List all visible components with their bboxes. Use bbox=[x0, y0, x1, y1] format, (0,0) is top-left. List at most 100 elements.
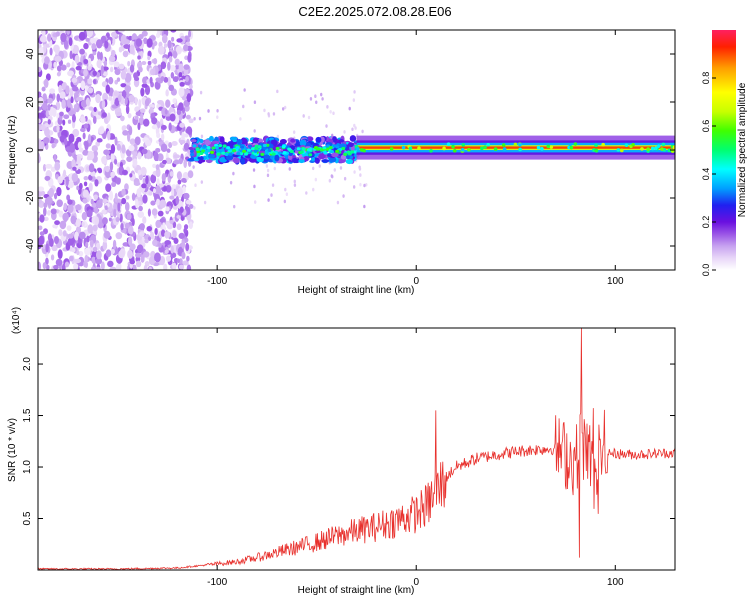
spectrogram-cell bbox=[253, 152, 258, 156]
spectrogram-cell bbox=[175, 45, 183, 55]
spectrogram-cell bbox=[353, 90, 356, 94]
y-tick-label: 0.5 bbox=[22, 511, 33, 525]
spectrogram-cell bbox=[86, 156, 92, 161]
spectrogram-cell bbox=[91, 43, 97, 50]
spectrogram-cell bbox=[160, 124, 167, 131]
spectrogram-cell bbox=[156, 121, 161, 129]
spectrogram-cell bbox=[181, 131, 185, 140]
spectrogram-cell bbox=[569, 145, 574, 150]
spectrogram-cell bbox=[159, 199, 167, 208]
spectrogram-cell bbox=[82, 198, 88, 204]
spectrogram-cell bbox=[114, 192, 118, 203]
spectrogram-cell bbox=[281, 144, 286, 149]
spectrogram-cell bbox=[108, 76, 114, 85]
spectrogram-cell bbox=[100, 65, 104, 75]
spectrogram-cell bbox=[179, 139, 186, 144]
spectrogram-cell bbox=[359, 173, 362, 177]
spectrogram-cell bbox=[61, 263, 66, 270]
spectrogram-cell bbox=[45, 243, 49, 253]
spectrogram-cell bbox=[97, 126, 105, 135]
spectrogram-cell bbox=[49, 47, 53, 56]
spectrogram-cell bbox=[329, 156, 337, 163]
snr-marks bbox=[38, 328, 675, 570]
spectrogram-cell bbox=[178, 102, 184, 111]
spectrogram-cell bbox=[198, 116, 202, 121]
spectrogram-cell bbox=[78, 182, 83, 190]
spectrogram-cell bbox=[290, 138, 296, 143]
spectrogram-cell bbox=[303, 155, 310, 162]
spectrogram-cell bbox=[164, 231, 171, 239]
spectrogram-cell bbox=[185, 126, 193, 136]
spectrogram-cell bbox=[38, 153, 41, 163]
spectrogram-cell bbox=[141, 183, 147, 189]
spectrogram-cell bbox=[148, 103, 155, 109]
spectrogram-cell bbox=[185, 199, 192, 205]
spectrogram-cell bbox=[260, 152, 265, 156]
spectrogram-cell bbox=[152, 66, 156, 76]
spectrogram-cell bbox=[196, 152, 201, 157]
spectrogram-cell bbox=[358, 167, 362, 171]
spectrogram-x-ticks: -100 0 100 bbox=[207, 30, 624, 287]
spectrogram-cell bbox=[129, 138, 136, 145]
spectrogram-cell bbox=[253, 129, 256, 133]
spectrogram-cell bbox=[631, 142, 635, 147]
spectrogram-cell bbox=[72, 166, 77, 171]
spectrogram-cell bbox=[284, 187, 287, 192]
spectrogram-cell bbox=[183, 64, 190, 70]
spectrogram-cell bbox=[178, 71, 183, 78]
spectrogram-cell bbox=[105, 84, 111, 94]
spectrogram-cell bbox=[183, 133, 189, 138]
spectrogram-cell bbox=[97, 168, 103, 174]
spectrogram-cell bbox=[95, 141, 100, 147]
spectrogram-cell bbox=[352, 98, 356, 102]
spectrogram-cell bbox=[183, 192, 190, 200]
spectrogram-cell bbox=[207, 109, 210, 113]
spectrogram-cell bbox=[127, 249, 134, 259]
spectrogram-cell bbox=[86, 235, 90, 243]
spectrogram-cell bbox=[345, 158, 354, 165]
spectrogram-cell bbox=[408, 146, 413, 151]
spectrogram-cell bbox=[136, 244, 144, 253]
spectrogram-cell bbox=[138, 205, 143, 212]
spectrogram-cell bbox=[667, 148, 672, 153]
spectrogram-cell bbox=[145, 175, 149, 185]
spectrogram-cell bbox=[61, 99, 66, 109]
spectrogram-cell bbox=[38, 225, 43, 231]
y-tick-label: 1.0 bbox=[22, 460, 33, 474]
spectrogram-cell bbox=[142, 118, 150, 127]
spectrogram-cell bbox=[142, 177, 146, 185]
spectrogram-cell bbox=[78, 231, 86, 240]
spectrogram-cell bbox=[118, 166, 123, 173]
spectrogram-cell bbox=[429, 149, 433, 153]
spectrogram-cell bbox=[232, 157, 240, 164]
spectrogram-cell bbox=[363, 183, 366, 188]
spectrogram-cell bbox=[123, 39, 131, 45]
spectrogram-band bbox=[356, 146, 675, 149]
spectrogram-cell bbox=[348, 106, 351, 111]
spectrogram-cell bbox=[169, 64, 176, 72]
spectrogram-cell bbox=[318, 153, 326, 160]
spectrogram-cell bbox=[186, 93, 192, 103]
spectrogram-cell bbox=[82, 189, 90, 198]
spectrogram-cell bbox=[276, 134, 280, 139]
spectrogram-cell bbox=[236, 152, 241, 156]
spectrogram-cell bbox=[199, 90, 203, 95]
spectrogram-cell bbox=[321, 159, 330, 163]
spectrogram-cell bbox=[64, 261, 70, 268]
spectrogram-cell bbox=[42, 163, 47, 172]
spectrogram-cell bbox=[91, 266, 96, 270]
spectrogram-cell bbox=[299, 150, 304, 154]
spectrogram-cell bbox=[163, 43, 168, 48]
y-tick-label: 20 bbox=[25, 96, 36, 108]
spectrogram-cell bbox=[198, 159, 206, 163]
spectrogram-cell bbox=[155, 219, 162, 229]
spectrogram-cell bbox=[271, 183, 275, 187]
spectrogram-cell bbox=[179, 81, 185, 87]
spectrogram-cell bbox=[157, 99, 164, 105]
spectrogram-cell bbox=[308, 153, 313, 157]
spectrogram-cell bbox=[252, 137, 259, 144]
spectrogram-cell bbox=[129, 173, 133, 178]
spectrogram-cell bbox=[242, 149, 247, 153]
spectrogram-cell bbox=[83, 68, 88, 77]
spectrogram-cell bbox=[58, 84, 62, 94]
